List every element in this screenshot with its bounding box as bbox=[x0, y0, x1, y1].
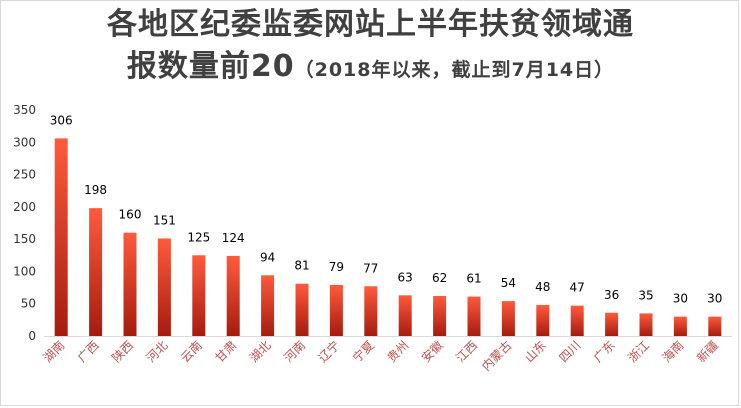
category-label: 宁夏 bbox=[349, 338, 377, 366]
y-tick-label: 0 bbox=[28, 329, 36, 343]
category-label: 湖北 bbox=[246, 338, 274, 366]
category-label: 甘肃 bbox=[212, 338, 239, 365]
category-label: 河南 bbox=[281, 338, 309, 366]
category-label: 江西 bbox=[453, 338, 480, 365]
data-label: 35 bbox=[638, 288, 653, 302]
y-tick-label: 50 bbox=[21, 297, 36, 311]
data-label: 151 bbox=[153, 213, 176, 227]
data-label: 30 bbox=[673, 292, 688, 306]
bar bbox=[467, 296, 481, 336]
y-tick-label: 350 bbox=[13, 103, 36, 117]
data-label: 77 bbox=[363, 261, 378, 275]
category-label: 四川 bbox=[556, 338, 583, 365]
category-label: 浙江 bbox=[625, 338, 652, 365]
y-tick-label: 200 bbox=[13, 200, 36, 214]
data-label: 81 bbox=[294, 259, 309, 273]
y-axis: 0 50 100 150 200 250 300 350 bbox=[13, 103, 36, 343]
category-label: 云南 bbox=[177, 338, 205, 366]
bar bbox=[639, 313, 653, 336]
title-line-1: 各地区纪委监委网站上半年扶贫领域通 bbox=[107, 7, 634, 42]
title-line-2-main: 报数量前20 bbox=[126, 49, 295, 84]
category-label: 山东 bbox=[522, 338, 549, 365]
bar bbox=[364, 286, 378, 336]
chart-title: 各地区纪委监委网站上半年扶贫领域通 报数量前20（2018年以来，截止到7月14… bbox=[0, 4, 741, 91]
data-label: 61 bbox=[466, 272, 481, 286]
data-label: 124 bbox=[222, 231, 245, 245]
bar bbox=[295, 283, 309, 336]
category-label: 湖南 bbox=[40, 338, 68, 366]
bar bbox=[501, 301, 515, 336]
bar bbox=[123, 232, 137, 336]
category-label: 河北 bbox=[144, 338, 171, 365]
category-label: 辽宁 bbox=[315, 338, 343, 366]
bar bbox=[673, 316, 687, 336]
bar bbox=[536, 305, 550, 336]
y-tick-label: 100 bbox=[13, 264, 36, 278]
category-label: 贵州 bbox=[384, 338, 411, 365]
bar bbox=[433, 295, 447, 336]
bar bbox=[708, 316, 722, 336]
data-label: 62 bbox=[432, 271, 447, 285]
bars bbox=[54, 138, 722, 336]
bar bbox=[398, 295, 412, 336]
category-label: 陕西 bbox=[109, 338, 137, 366]
title-line-2-sub: （2018年以来，截止到7月14日） bbox=[294, 59, 615, 81]
data-label: 160 bbox=[119, 208, 142, 222]
category-labels: 湖南 广西 陕西 河北 云南 甘肃 湖北 河南 辽宁 宁夏 贵州 安徽 江西 内蒙古 山东 四川 广东 浙江 海南新… bbox=[40, 338, 721, 374]
data-label: 36 bbox=[604, 288, 619, 302]
y-tick-label: 250 bbox=[13, 168, 36, 182]
bar bbox=[261, 275, 275, 336]
bar bbox=[226, 255, 240, 336]
category-label: 安徽 bbox=[418, 338, 446, 366]
data-label: 79 bbox=[329, 260, 344, 274]
data-label: 198 bbox=[84, 183, 107, 197]
data-label: 125 bbox=[187, 230, 210, 244]
category-label: 新疆 bbox=[693, 338, 721, 366]
bar bbox=[157, 238, 171, 336]
y-tick-label: 150 bbox=[13, 232, 36, 246]
title-line-2: 报数量前20（2018年以来，截止到7月14日） bbox=[0, 46, 741, 91]
bar bbox=[192, 255, 206, 336]
bar bbox=[605, 312, 619, 336]
bar bbox=[570, 305, 584, 336]
data-label: 54 bbox=[501, 276, 516, 290]
bar bbox=[329, 284, 343, 336]
data-label: 47 bbox=[570, 281, 585, 295]
y-tick-label: 300 bbox=[13, 135, 36, 149]
data-label: 63 bbox=[398, 270, 413, 284]
category-label: 海南 bbox=[659, 338, 687, 366]
bar bbox=[54, 138, 68, 336]
data-label: 30 bbox=[707, 292, 722, 306]
category-label: 内蒙古 bbox=[478, 338, 514, 374]
data-label: 94 bbox=[260, 250, 275, 264]
bar bbox=[89, 208, 103, 336]
category-label: 广东 bbox=[591, 338, 618, 365]
category-label: 广西 bbox=[75, 338, 102, 365]
data-labels: 306 198 160 151 125 124 94 81 79 77 63 62 61 54 48 47 36… bbox=[50, 113, 723, 305]
data-label: 306 bbox=[50, 113, 73, 127]
data-label: 48 bbox=[535, 280, 550, 294]
